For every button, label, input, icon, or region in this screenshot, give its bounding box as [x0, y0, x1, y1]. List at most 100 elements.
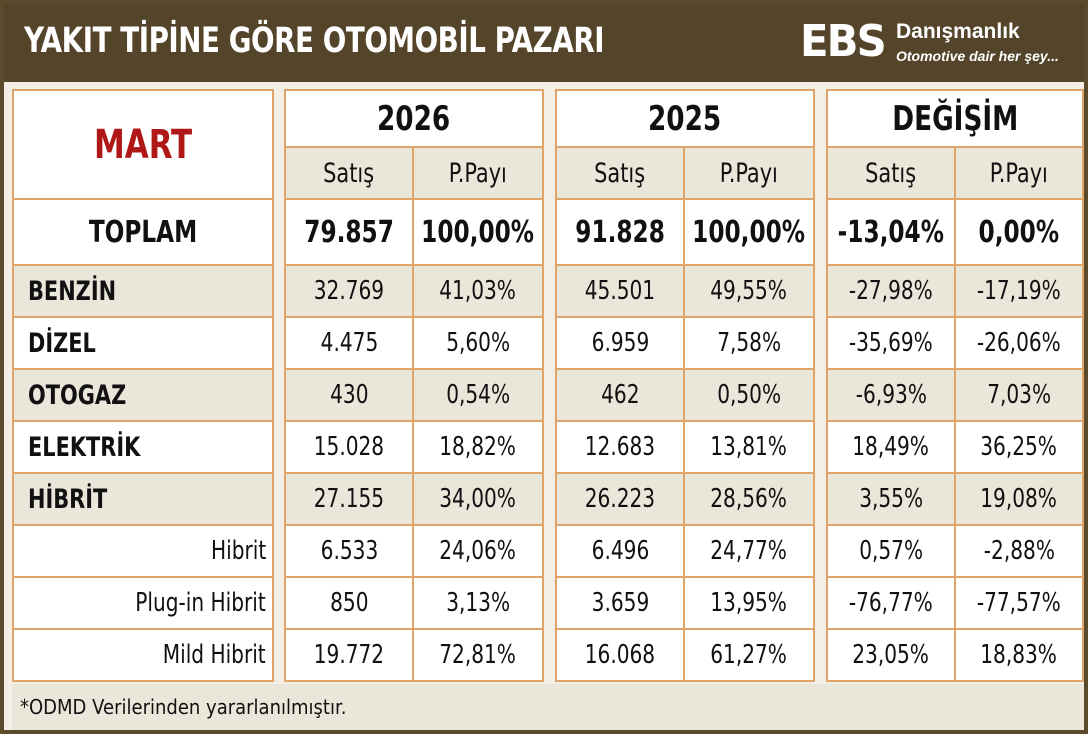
group-header-2-text: DEĞİŞİM — [891, 98, 1019, 139]
table-cell-text: 24,06% — [439, 536, 517, 566]
table-cell-text: 0,50% — [717, 380, 781, 410]
total-value-text: 91.828 — [575, 214, 665, 250]
page-title: YAKIT TİPİNE GÖRE OTOMOBİL PAZARI — [24, 21, 605, 61]
table-cell: 18,82% — [414, 422, 544, 474]
total-value-text: 79.857 — [304, 214, 394, 250]
table-cell-text: 0,57% — [859, 536, 923, 566]
table-cell: 19,08% — [956, 474, 1084, 526]
table-cell-text: 6.496 — [591, 536, 649, 566]
row-label-text: Mild Hibrit — [163, 640, 266, 670]
table-cell-text: 27.155 — [313, 484, 385, 514]
table-cell: 15.028 — [284, 422, 414, 474]
table-cell-text: 32.769 — [313, 276, 385, 306]
table-cell: 61,27% — [685, 630, 815, 682]
table-cell-text: 18,83% — [980, 640, 1058, 670]
table-cell-text: 4.475 — [320, 328, 378, 358]
table-cell-text: -27,98% — [849, 276, 933, 306]
logo-ebs-text: EBS — [800, 16, 887, 67]
total-value: 100,00% — [414, 200, 544, 266]
total-value: -13,04% — [826, 200, 956, 266]
table-cell: 34,00% — [414, 474, 544, 526]
subheader-2: Satış — [555, 148, 685, 200]
total-value-text: 0,00% — [978, 214, 1060, 250]
table-cell-text: -6,93% — [855, 380, 927, 410]
subheader-4: Satış — [826, 148, 956, 200]
table-cell: 45.501 — [555, 266, 685, 318]
table-cell-text: 13,81% — [710, 432, 788, 462]
table-cell-text: 3,13% — [446, 588, 510, 618]
logo-tagline: Otomotive dair her şey... — [896, 48, 1059, 64]
subheader-1: P.Payı — [414, 148, 544, 200]
table-cell: 24,06% — [414, 526, 544, 578]
row-label-text: DİZEL — [28, 327, 96, 359]
period-label: MART — [12, 89, 274, 200]
row-label-text: Plug-in Hibrit — [135, 588, 266, 618]
table-cell: 0,54% — [414, 370, 544, 422]
table-cell-text: 16.068 — [584, 640, 656, 670]
total-value: 0,00% — [956, 200, 1084, 266]
subheader-2-text: Satış — [594, 157, 646, 189]
row-label-text: HİBRİT — [28, 483, 108, 515]
total-value-text: 100,00% — [421, 214, 535, 250]
table-cell: 13,81% — [685, 422, 815, 474]
group-header-2: DEĞİŞİM — [826, 89, 1084, 148]
row-label-text: BENZİN — [28, 275, 117, 307]
subheader-0-text: Satış — [323, 157, 375, 189]
table-cell: -27,98% — [826, 266, 956, 318]
table-cell: 27.155 — [284, 474, 414, 526]
total-value: 79.857 — [284, 200, 414, 266]
subheader-5: P.Payı — [956, 148, 1084, 200]
table-cell-text: 6.533 — [320, 536, 378, 566]
row-label: Plug-in Hibrit — [12, 578, 274, 630]
table-cell: 6.496 — [555, 526, 685, 578]
ebs-logo: EBS Danışmanlık Otomotive dair her şey..… — [800, 18, 1070, 74]
table-cell-text: 462 — [600, 380, 640, 410]
table-cell-text: 430 — [329, 380, 369, 410]
table-cell-text: 26.223 — [584, 484, 656, 514]
table-cell: -6,93% — [826, 370, 956, 422]
total-value: 91.828 — [555, 200, 685, 266]
table-cell-text: 36,25% — [980, 432, 1058, 462]
table-cell: 3,55% — [826, 474, 956, 526]
table-cell-text: -26,06% — [977, 328, 1061, 358]
row-label: BENZİN — [12, 266, 274, 318]
table-cell: -26,06% — [956, 318, 1084, 370]
table-cell: 7,58% — [685, 318, 815, 370]
table-cell-text: -35,69% — [849, 328, 933, 358]
total-value: 100,00% — [685, 200, 815, 266]
table-cell-text: 3.659 — [591, 588, 649, 618]
table-cell-text: -76,77% — [849, 588, 933, 618]
table-cell: 13,95% — [685, 578, 815, 630]
group-header-1-text: 2025 — [648, 98, 722, 139]
table-cell-text: 34,00% — [439, 484, 517, 514]
table-cell: 4.475 — [284, 318, 414, 370]
row-label-text: Hibrit — [210, 536, 266, 566]
subheader-4-text: Satış — [865, 157, 917, 189]
table-cell-text: 19.772 — [313, 640, 385, 670]
table-cell: -2,88% — [956, 526, 1084, 578]
table-cell-text: 28,56% — [710, 484, 788, 514]
table-cell-text: 19,08% — [980, 484, 1058, 514]
table-cell: 28,56% — [685, 474, 815, 526]
logo-company-name: Danışmanlık — [896, 20, 1020, 43]
row-label: HİBRİT — [12, 474, 274, 526]
table-cell: 18,83% — [956, 630, 1084, 682]
table-cell: 16.068 — [555, 630, 685, 682]
table-cell: -17,19% — [956, 266, 1084, 318]
table-cell-text: -77,57% — [977, 588, 1061, 618]
table-cell: 0,57% — [826, 526, 956, 578]
row-label: DİZEL — [12, 318, 274, 370]
table-cell: 0,50% — [685, 370, 815, 422]
table-cell-text: 49,55% — [710, 276, 788, 306]
total-value-text: 100,00% — [692, 214, 806, 250]
group-header-1: 2025 — [555, 89, 815, 148]
table-cell-text: -2,88% — [983, 536, 1055, 566]
table-cell: 32.769 — [284, 266, 414, 318]
table-cell: 850 — [284, 578, 414, 630]
table-cell-text: 61,27% — [710, 640, 788, 670]
row-label-text: OTOGAZ — [28, 379, 127, 411]
subheader-3-text: P.Payı — [719, 157, 779, 189]
table-cell: 49,55% — [685, 266, 815, 318]
table-cell: 72,81% — [414, 630, 544, 682]
